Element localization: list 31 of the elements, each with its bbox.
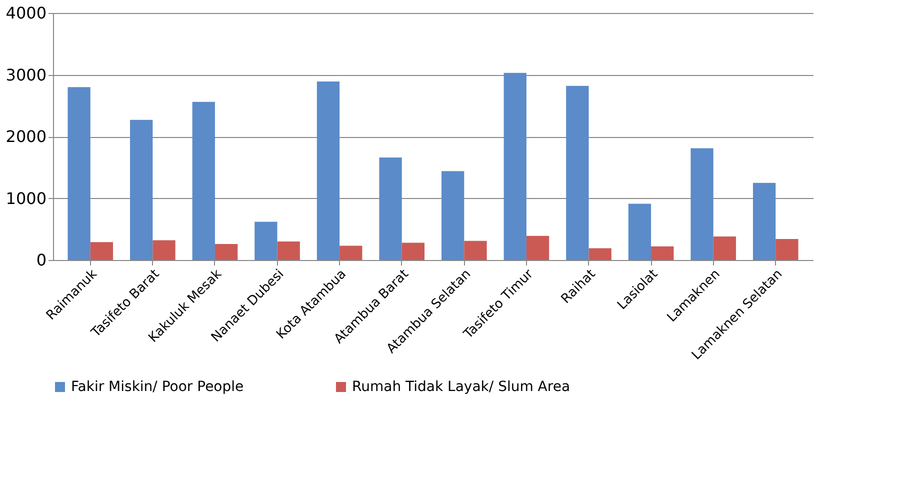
bar: [90, 242, 114, 260]
y-tick-label: 2000: [6, 127, 46, 146]
bar: [254, 222, 278, 260]
bar: [566, 86, 589, 260]
y-tick-label: 3000: [6, 65, 46, 84]
bar: [651, 246, 674, 260]
bar: [776, 239, 798, 260]
bar: [340, 246, 362, 260]
bar: [441, 171, 464, 260]
bar: [277, 241, 300, 260]
bar: [316, 82, 340, 260]
bar: [130, 120, 153, 260]
bar: [152, 240, 176, 260]
bar: [464, 240, 487, 260]
y-tick-label: 4000: [6, 4, 46, 22]
bar: [752, 182, 776, 260]
bar: [713, 236, 736, 260]
bar: [379, 157, 402, 260]
bar: [628, 204, 652, 260]
legend-label: Rumah Tidak Layak/ Slum Area: [352, 379, 570, 395]
bar: [526, 236, 550, 260]
legend-label: Fakir Miskin/ Poor People: [71, 379, 244, 395]
bar: [402, 242, 425, 260]
bar: [690, 148, 714, 260]
bar: [192, 102, 215, 260]
y-tick-label: 0: [36, 250, 46, 270]
bar: [68, 87, 90, 260]
bar: [588, 248, 612, 260]
bar: [504, 72, 526, 260]
y-tick-label: 1000: [6, 188, 46, 208]
bar: [214, 244, 238, 260]
